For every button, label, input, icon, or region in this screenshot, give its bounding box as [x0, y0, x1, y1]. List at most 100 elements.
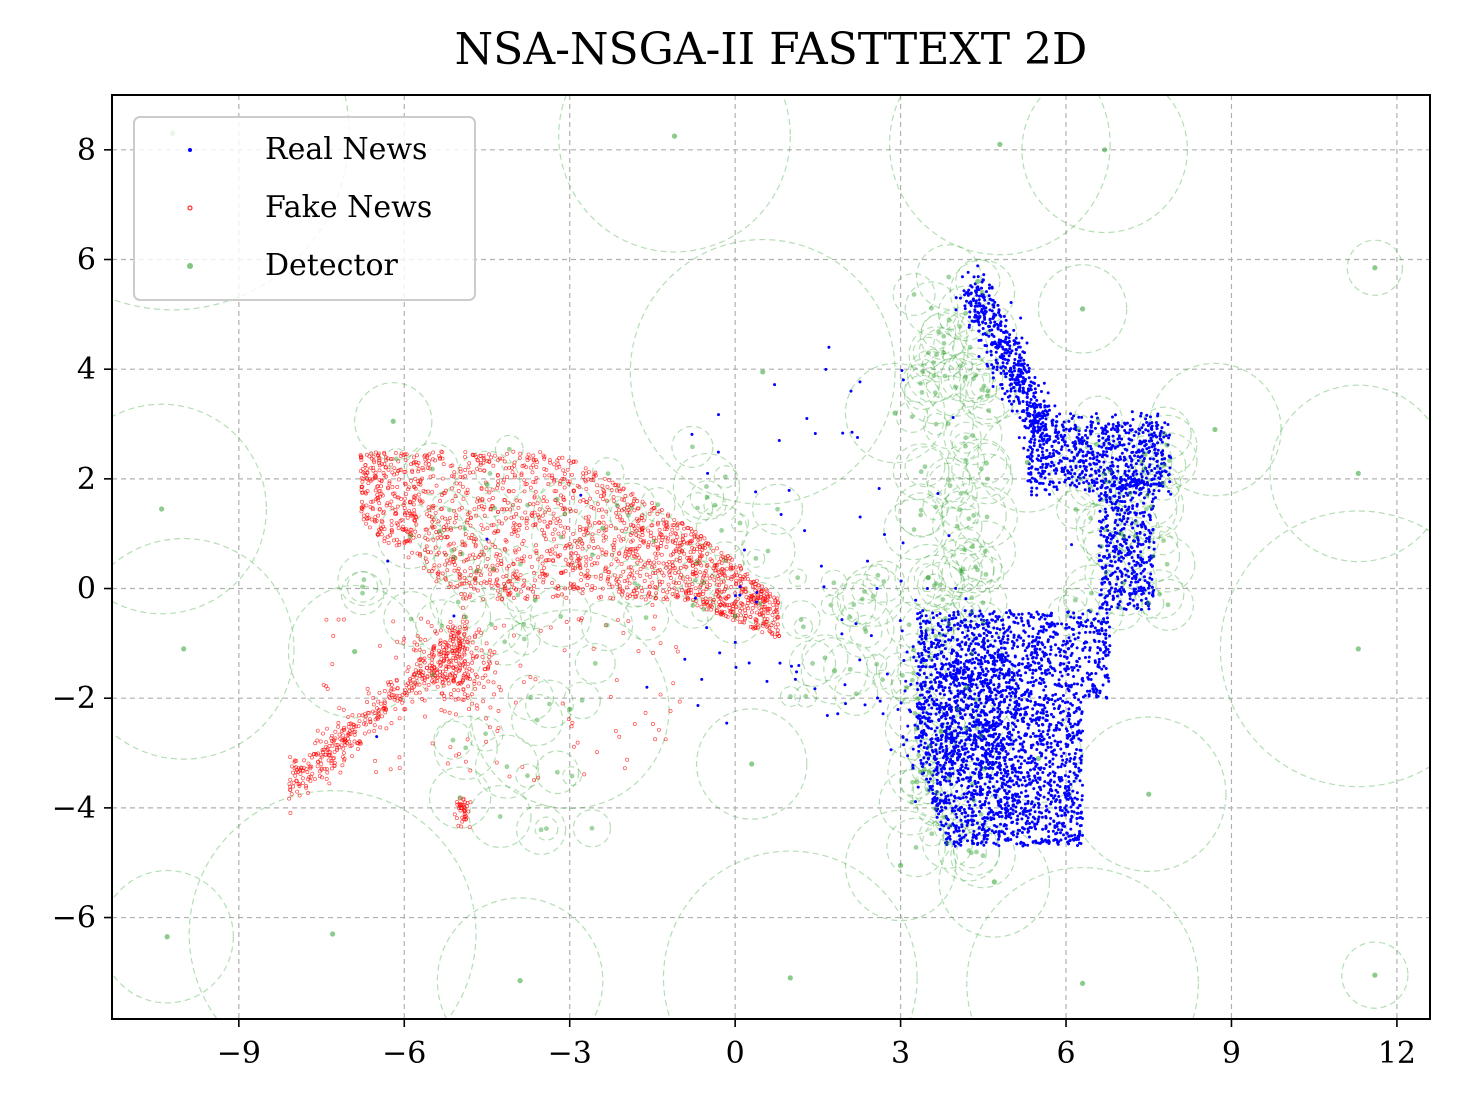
- fake-news-point: [674, 557, 679, 562]
- fake-news-point: [454, 481, 459, 486]
- fake-news-point: [623, 549, 628, 554]
- fake-news-point: [537, 515, 541, 519]
- real-news-point: [977, 298, 981, 302]
- fake-news-point: [651, 626, 656, 631]
- fake-news-point: [518, 498, 523, 503]
- real-news-point: [1036, 421, 1040, 425]
- real-news-point: [386, 559, 390, 563]
- detector-radius: [433, 720, 473, 760]
- detector-radius: [952, 578, 992, 618]
- fake-news-point: [633, 594, 638, 599]
- fake-news-point: [699, 583, 704, 587]
- fake-news-point: [717, 600, 722, 605]
- fake-news-point: [315, 764, 320, 769]
- fake-news-point: [502, 477, 507, 482]
- real-news-point: [1148, 576, 1152, 580]
- fake-news-point: [739, 590, 744, 595]
- fake-news-point: [417, 690, 422, 695]
- real-news-point: [1018, 359, 1022, 363]
- real-news-point: [1053, 439, 1057, 443]
- fake-news-point: [541, 453, 546, 458]
- fake-news-point: [531, 523, 536, 528]
- detector-radius: [970, 372, 998, 400]
- real-news-point: [1110, 415, 1114, 419]
- real-news-point: [1127, 431, 1131, 435]
- real-news-point: [1008, 333, 1012, 337]
- fake-news-point: [541, 577, 546, 582]
- real-news-point: [1139, 472, 1143, 476]
- real-news-point: [1072, 444, 1076, 448]
- detector-radius: [406, 442, 459, 496]
- fake-news-point: [733, 600, 737, 605]
- fake-news-point: [719, 580, 724, 585]
- fake-news-point: [569, 508, 574, 513]
- fake-news-point: [503, 538, 508, 543]
- real-news-point: [1059, 448, 1063, 452]
- real-news-point: [1054, 471, 1058, 475]
- fake-news-point: [729, 566, 734, 571]
- real-news-point: [1104, 607, 1108, 611]
- real-news-point: [1104, 666, 1108, 670]
- real-news-point: [1021, 399, 1025, 403]
- fake-news-point: [757, 612, 762, 617]
- detector-radius: [703, 493, 727, 517]
- real-news-point: [1084, 433, 1088, 437]
- fake-news-point: [505, 475, 510, 479]
- fake-news-point: [514, 498, 519, 503]
- fake-news-point: [406, 555, 411, 560]
- detector-radius: [958, 578, 1008, 628]
- real-news-point: [1099, 520, 1103, 524]
- fake-news-point: [381, 511, 386, 516]
- real-news-point: [1094, 412, 1098, 416]
- fake-news-point: [324, 740, 329, 745]
- real-news-point: [1033, 376, 1037, 380]
- fake-news-point: [584, 563, 589, 568]
- fake-news-point: [575, 740, 580, 745]
- real-news-point: [1070, 468, 1074, 472]
- fake-news-point: [537, 518, 542, 523]
- fake-news-point: [502, 459, 507, 464]
- detector-radius: [921, 573, 947, 598]
- fake-news-point: [483, 545, 488, 550]
- real-news-point: [1119, 542, 1123, 546]
- detector-radius: [912, 775, 942, 805]
- fake-news-point: [467, 461, 472, 466]
- fake-news-point: [395, 485, 400, 489]
- fake-news-point: [707, 582, 712, 587]
- fake-news-point: [591, 646, 596, 651]
- fake-news-point: [392, 466, 397, 471]
- fake-news-point: [611, 495, 616, 500]
- real-news-point: [992, 683, 996, 687]
- fake-news-point: [733, 604, 738, 609]
- fake-news-point: [350, 713, 355, 718]
- fake-news-point: [684, 583, 689, 588]
- fake-news-point: [536, 557, 541, 562]
- fake-news-point: [379, 491, 384, 496]
- real-news-point: [1123, 505, 1127, 509]
- real-news-point: [1160, 426, 1164, 430]
- real-news-point: [1022, 446, 1026, 450]
- fake-news-point: [435, 535, 440, 540]
- fake-news-point: [447, 561, 452, 566]
- detector-radius: [515, 804, 567, 855]
- fake-news-point: [773, 625, 778, 630]
- fake-news-point: [507, 592, 512, 597]
- detector-radius: [924, 412, 948, 436]
- fake-news-point: [395, 639, 400, 644]
- real-news-point: [1139, 586, 1143, 590]
- real-news-point: [1030, 486, 1034, 490]
- real-news-point: [991, 366, 995, 370]
- real-news-point: [1040, 446, 1044, 450]
- fake-news-point: [408, 532, 413, 536]
- detector-radius: [938, 826, 1051, 938]
- real-news-point: [1147, 513, 1151, 517]
- fake-news-point: [489, 583, 494, 588]
- fake-news-point: [734, 605, 739, 610]
- real-news-point: [1027, 369, 1031, 373]
- real-news-point: [1109, 559, 1113, 563]
- real-news-point: [1075, 646, 1079, 650]
- fake-news-point: [458, 582, 462, 587]
- fake-news-point: [771, 620, 776, 625]
- real-news-point: [1033, 438, 1037, 442]
- fake-news-point: [720, 567, 725, 572]
